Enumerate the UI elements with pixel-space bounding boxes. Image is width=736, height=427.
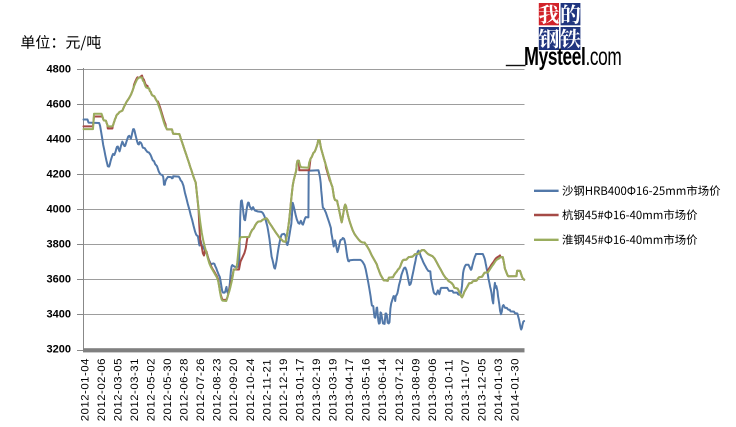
svg-text:2014-01-03: 2014-01-03 — [493, 358, 505, 421]
svg-text:2012-12-19: 2012-12-19 — [278, 358, 290, 421]
svg-text:4800: 4800 — [47, 64, 71, 76]
svg-text:3600: 3600 — [47, 274, 71, 286]
svg-text:3400: 3400 — [47, 309, 71, 321]
svg-text:2012-03-31: 2012-03-31 — [129, 358, 141, 421]
svg-text:2014-01-30: 2014-01-30 — [510, 358, 522, 421]
svg-text:2012-05-02: 2012-05-02 — [146, 358, 158, 421]
svg-text:3200: 3200 — [47, 344, 71, 356]
svg-text:2013-02-19: 2013-02-19 — [311, 358, 323, 421]
svg-text:2013-04-17: 2013-04-17 — [344, 358, 356, 421]
svg-text:2013-01-17: 2013-01-17 — [294, 358, 306, 421]
svg-text:2012-10-24: 2012-10-24 — [245, 358, 257, 421]
svg-text:2012-11-21: 2012-11-21 — [261, 359, 273, 421]
svg-text:2013-03-19: 2013-03-19 — [328, 358, 340, 421]
svg-text:2013-09-06: 2013-09-06 — [427, 358, 439, 421]
svg-text:2013-06-14: 2013-06-14 — [377, 358, 389, 421]
svg-text:2013-07-12: 2013-07-12 — [394, 358, 406, 421]
svg-text:2012-09-20: 2012-09-20 — [228, 358, 240, 421]
svg-text:2013-11-07: 2013-11-07 — [460, 359, 472, 421]
svg-text:2013-08-09: 2013-08-09 — [410, 358, 422, 421]
svg-text:2013-12-05: 2013-12-05 — [477, 358, 489, 421]
svg-text:2012-03-05: 2012-03-05 — [112, 358, 124, 421]
svg-text:2012-06-28: 2012-06-28 — [179, 358, 191, 421]
svg-text:2012-07-26: 2012-07-26 — [195, 358, 207, 421]
svg-text:2012-08-23: 2012-08-23 — [212, 358, 224, 421]
svg-text:2012-05-30: 2012-05-30 — [162, 358, 174, 421]
svg-text:4600: 4600 — [47, 99, 71, 111]
svg-text:2012-02-06: 2012-02-06 — [96, 358, 108, 421]
svg-text:2012-01-04: 2012-01-04 — [79, 358, 91, 421]
svg-text:2013-10-11: 2013-10-11 — [443, 359, 455, 421]
svg-text:4200: 4200 — [47, 169, 71, 181]
svg-text:3800: 3800 — [47, 239, 71, 251]
svg-text:4000: 4000 — [47, 204, 71, 216]
svg-text:2013-05-16: 2013-05-16 — [361, 358, 373, 421]
svg-text:4400: 4400 — [47, 134, 71, 146]
